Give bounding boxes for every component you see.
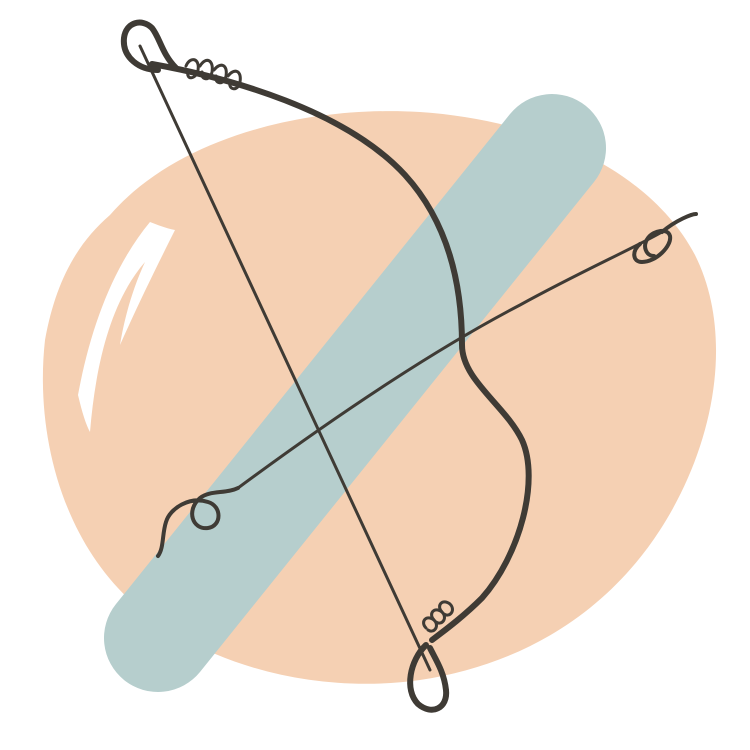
arrow-left-curl: [156, 486, 240, 558]
bottom-grip-wraps: [422, 600, 454, 633]
arrow-right-curl: [632, 212, 698, 264]
bow-top-tip: [120, 19, 179, 73]
top-grip-wraps: [184, 58, 242, 91]
bow-string: [138, 44, 432, 672]
blue-stripe-shape: [104, 94, 606, 692]
bow-bottom-tip: [407, 642, 450, 713]
bow-limb: [149, 61, 532, 643]
gloss-highlight-shape: [78, 222, 175, 432]
bow-drawing: [120, 19, 698, 713]
arrow-shaft: [236, 230, 664, 490]
